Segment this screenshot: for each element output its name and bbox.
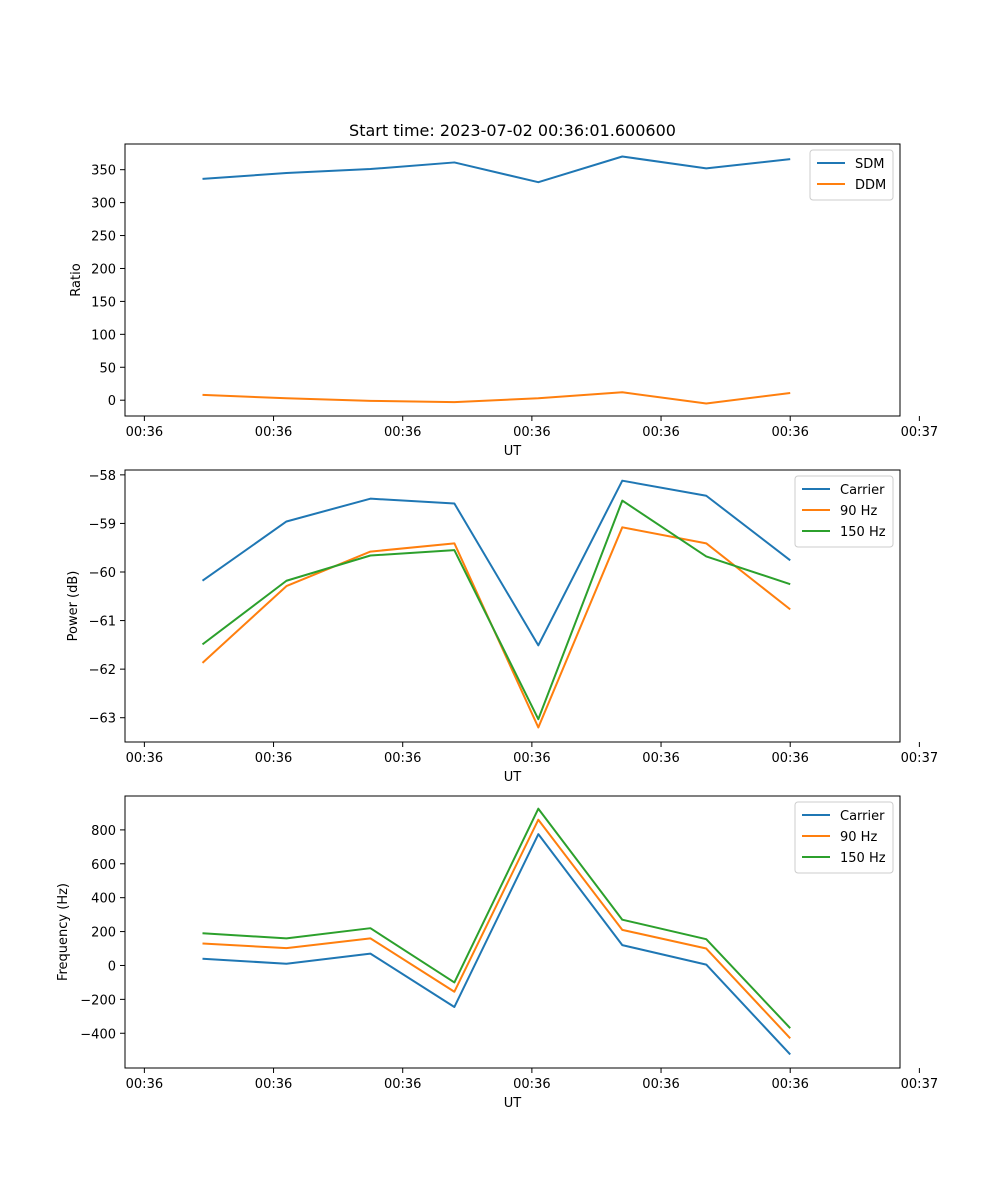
legend-entry: Carrier [840,483,885,498]
x-tick-label: 00:37 [901,751,938,766]
x-tick-label: 00:37 [901,425,938,440]
x-tick-label: 00:36 [384,1077,421,1092]
legend-entry: Carrier [840,809,885,824]
y-tick-label: −62 [89,663,116,678]
series-line-carrier [201,479,791,647]
chart-panel-1: 00:36 00:36 00:36 00:36 00:36 00:36 00:37 0 50 10… [69,121,938,459]
legend-entry: 150 Hz [840,851,886,866]
y-tick-label: 50 [99,361,116,376]
y-tick-label: 250 [91,230,116,245]
x-tick-label: 00:36 [642,1077,679,1092]
legend-box [794,475,894,548]
legend-entry: DDM [855,178,886,193]
chart-title: Start time: 2023-07-02 00:36:01.600600 [349,121,676,140]
legend-entry: 150 Hz [840,525,886,540]
x-tick-label: 00:36 [384,425,421,440]
x-tick-label: 00:36 [126,751,163,766]
series-line-90-hz [201,526,791,729]
legend: Carrier 90 Hz 150 Hz [794,801,894,874]
y-tick-label: −58 [89,469,116,484]
x-tick-label: 00:36 [255,425,292,440]
y-tick-label: −200 [80,993,116,1008]
series-line-90-hz [202,818,791,1040]
y-tick-label: −60 [89,566,116,581]
x-tick-label: 00:36 [513,751,550,766]
y-tick-label: −400 [80,1027,116,1042]
axes-frame [124,469,901,743]
y-tick-label: 0 [108,959,116,974]
x-axis-label: UT [504,444,522,459]
y-tick-label: −61 [89,615,116,630]
series-line-sdm [202,155,791,184]
x-tick-label: 00:36 [771,751,808,766]
x-tick-label: 00:36 [126,1077,163,1092]
x-tick-label: 00:36 [255,1077,292,1092]
chart-panel-3: 00:36 00:36 00:36 00:36 00:36 00:36 00:37 −400 −… [56,795,938,1111]
axes-frame [124,795,901,1069]
x-tick-label: 00:36 [642,425,679,440]
series-line-150-hz [201,499,791,721]
legend-entry: SDM [855,157,884,172]
y-tick-label: 300 [91,197,116,212]
y-tick-label: 100 [91,328,116,343]
x-tick-label: 00:36 [771,1077,808,1092]
legend-box [794,801,894,874]
x-tick-label: 00:36 [513,1077,550,1092]
y-tick-label: 150 [91,295,116,310]
y-axis-label: Ratio [69,263,84,296]
legend: SDM DDM [809,149,894,201]
x-tick-label: 00:37 [901,1077,938,1092]
x-tick-label: 00:36 [513,425,550,440]
x-tick-label: 00:36 [255,751,292,766]
axes-frame [124,143,901,417]
x-axis-label: UT [504,770,522,785]
y-tick-label: 200 [91,926,116,941]
x-tick-label: 00:36 [771,425,808,440]
y-tick-label: 600 [91,858,116,873]
series-line-carrier [202,833,791,1056]
legend-entry: 90 Hz [840,504,877,519]
x-tick-label: 00:36 [126,425,163,440]
y-tick-label: −59 [89,517,116,532]
series-line-ddm [202,391,791,405]
chart-panel-2: 00:36 00:36 00:36 00:36 00:36 00:36 00:37 −63 −6… [66,469,938,785]
legend-entry: 90 Hz [840,830,877,845]
y-tick-label: 0 [108,394,116,409]
y-tick-label: −63 [89,712,116,727]
y-axis-label: Power (dB) [66,571,81,642]
y-tick-label: 350 [91,164,116,179]
y-tick-label: 800 [91,824,116,839]
y-tick-label: 200 [91,262,116,277]
legend: Carrier 90 Hz 150 Hz [794,475,894,548]
y-tick-label: 400 [91,892,116,907]
y-axis-label: Frequency (Hz) [56,883,71,981]
x-axis-label: UT [504,1096,522,1111]
x-tick-label: 00:36 [384,751,421,766]
x-tick-label: 00:36 [642,751,679,766]
series-line-150-hz [202,807,791,1029]
